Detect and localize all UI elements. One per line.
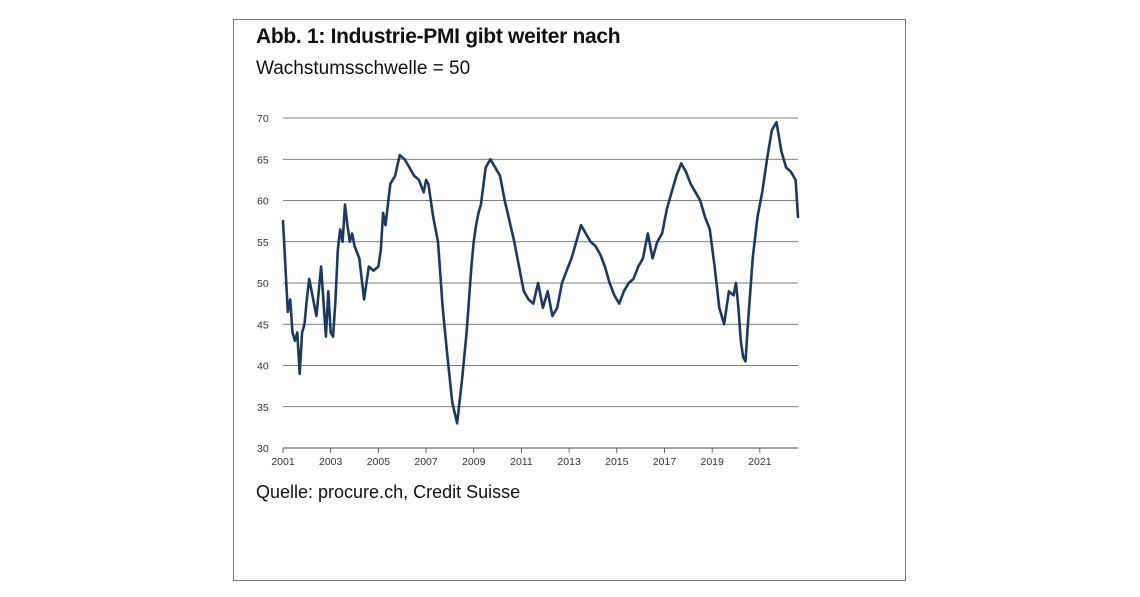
x-tick-label: 2005 bbox=[367, 456, 391, 468]
y-tick-label: 60 bbox=[257, 196, 269, 208]
chart-subtitle: Wachstumsschwelle = 50 bbox=[256, 58, 471, 79]
y-tick-label: 30 bbox=[257, 443, 269, 455]
chart-frame: Abb. 1: Industrie-PMI gibt weiter nach W… bbox=[233, 19, 906, 581]
x-tick-label: 2017 bbox=[653, 456, 677, 468]
y-tick-label: 35 bbox=[257, 402, 269, 414]
y-tick-label: 45 bbox=[257, 319, 269, 331]
x-tick-label: 2001 bbox=[271, 456, 295, 468]
x-tick-label: 2019 bbox=[700, 456, 724, 468]
x-tick-label: 2015 bbox=[605, 456, 629, 468]
chart-source: Quelle: procure.ch, Credit Suisse bbox=[256, 482, 521, 502]
x-tick-label: 2011 bbox=[510, 456, 533, 468]
y-tick-label: 55 bbox=[257, 237, 269, 249]
x-tick-label: 2009 bbox=[462, 456, 486, 468]
y-tick-label: 65 bbox=[257, 154, 269, 166]
chart-title: Abb. 1: Industrie-PMI gibt weiter nach bbox=[256, 25, 621, 48]
x-tick-label: 2013 bbox=[557, 456, 581, 468]
x-tick-label: 2003 bbox=[319, 456, 343, 468]
pmi-series-line bbox=[281, 120, 800, 425]
x-tick-label: 2021 bbox=[748, 456, 772, 468]
y-tick-label: 40 bbox=[257, 361, 269, 373]
pmi-line-chart: 30 35 40 45 50 55 60 65 70 2001 2003 2005 2007 2009 20… bbox=[257, 113, 800, 468]
x-tick-label: 2007 bbox=[414, 456, 438, 468]
y-tick-label: 50 bbox=[257, 278, 269, 290]
y-tick-label: 70 bbox=[257, 113, 269, 125]
